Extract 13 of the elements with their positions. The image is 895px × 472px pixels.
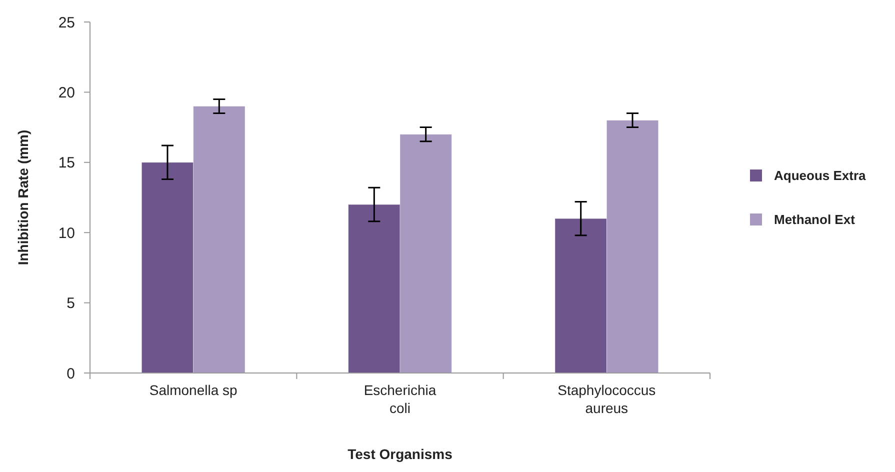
x-tick-label: Escherichia coli: [364, 382, 436, 416]
x-tick-label: Staphylococcus aureus: [558, 382, 656, 416]
y-tick-label: 10: [58, 224, 75, 242]
legend-label: Aqueous Extra: [774, 168, 867, 184]
y-tick-label: 0: [66, 365, 75, 382]
x-tick-label: Salmonella sp: [149, 382, 238, 398]
legend-label: Methanol Ext: [774, 212, 856, 228]
y-axis-title: Inhibition Rate (mm): [15, 130, 31, 266]
y-tick-label: 5: [66, 295, 75, 312]
y-tick-label: 20: [58, 84, 75, 102]
y-tick-label: 15: [58, 154, 75, 172]
y-tick-label: 25: [58, 14, 75, 32]
x-axis-title: Test Organisms: [348, 446, 453, 462]
